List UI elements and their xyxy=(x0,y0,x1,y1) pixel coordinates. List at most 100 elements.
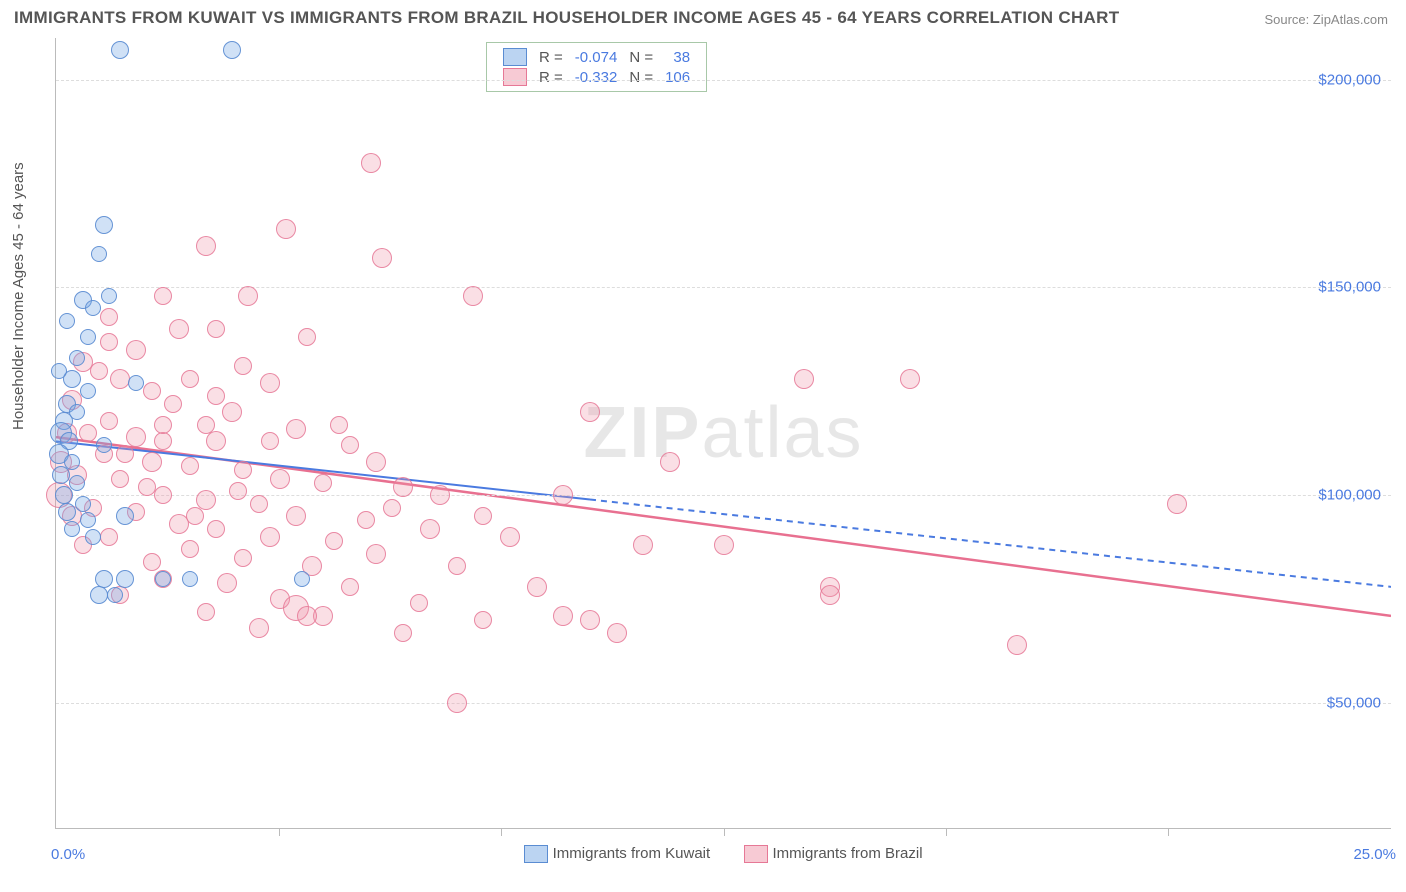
data-point xyxy=(90,362,108,380)
data-point xyxy=(197,603,215,621)
data-point xyxy=(80,329,96,345)
data-point xyxy=(169,319,189,339)
data-point xyxy=(714,535,734,555)
source-label: Source: xyxy=(1264,12,1312,27)
data-point xyxy=(90,586,108,604)
regression-lines xyxy=(56,38,1391,828)
legend-swatch-pink xyxy=(744,845,768,863)
data-point xyxy=(85,300,101,316)
data-point xyxy=(206,431,226,451)
data-point xyxy=(111,470,129,488)
data-point xyxy=(500,527,520,547)
swatch-blue xyxy=(503,48,527,66)
data-point xyxy=(448,557,466,575)
data-point xyxy=(276,219,296,239)
y-axis-label: Householder Income Ages 45 - 64 years xyxy=(10,162,27,430)
n-label-blue: N = xyxy=(623,47,659,67)
data-point xyxy=(91,246,107,262)
data-point xyxy=(126,427,146,447)
gridline xyxy=(56,703,1391,704)
data-point xyxy=(138,478,156,496)
data-point xyxy=(181,370,199,388)
data-point xyxy=(143,553,161,571)
watermark-bold: ZIP xyxy=(583,393,701,473)
data-point xyxy=(64,521,80,537)
data-point xyxy=(186,507,204,525)
data-point xyxy=(181,457,199,475)
data-point xyxy=(325,532,343,550)
data-point xyxy=(52,466,70,484)
data-point xyxy=(420,519,440,539)
data-point xyxy=(51,363,67,379)
source-attribution: Source: ZipAtlas.com xyxy=(1264,12,1388,27)
data-point xyxy=(286,419,306,439)
stats-legend: R = -0.074 N = 38 R = -0.332 N = 106 xyxy=(486,42,707,92)
data-point xyxy=(297,606,317,626)
data-point xyxy=(286,506,306,526)
data-point xyxy=(80,512,96,528)
data-point xyxy=(100,308,118,326)
legend-item-pink: Immigrants from Brazil xyxy=(744,845,922,863)
data-point xyxy=(111,41,129,59)
data-point xyxy=(154,287,172,305)
data-point xyxy=(660,452,680,472)
data-point xyxy=(820,585,840,605)
data-point xyxy=(75,496,91,512)
data-point xyxy=(250,495,268,513)
data-point xyxy=(196,490,216,510)
chart-title: IMMIGRANTS FROM KUWAIT VS IMMIGRANTS FRO… xyxy=(14,8,1119,28)
data-point xyxy=(100,333,118,351)
data-point xyxy=(100,528,118,546)
data-point xyxy=(110,369,130,389)
watermark-light: atlas xyxy=(701,393,863,473)
n-label-pink: N = xyxy=(623,67,659,87)
y-tick-label: $150,000 xyxy=(1318,279,1381,296)
data-point xyxy=(217,573,237,593)
data-point xyxy=(80,383,96,399)
data-point xyxy=(447,693,467,713)
n-value-pink: 106 xyxy=(659,67,696,87)
data-point xyxy=(196,236,216,256)
r-label-pink: R = xyxy=(533,67,569,87)
data-point xyxy=(260,373,280,393)
data-point xyxy=(58,503,76,521)
y-tick-label: $50,000 xyxy=(1327,695,1381,712)
x-tick xyxy=(724,828,725,836)
data-point xyxy=(1167,494,1187,514)
data-point xyxy=(85,529,101,545)
data-point xyxy=(294,571,310,587)
data-point xyxy=(261,432,279,450)
data-point xyxy=(154,416,172,434)
data-point xyxy=(126,340,146,360)
data-point xyxy=(298,328,316,346)
data-point xyxy=(142,452,162,472)
data-point xyxy=(410,594,428,612)
data-point xyxy=(474,507,492,525)
data-point xyxy=(154,432,172,450)
data-point xyxy=(361,153,381,173)
gridline xyxy=(56,287,1391,288)
data-point xyxy=(234,549,252,567)
data-point xyxy=(366,452,386,472)
data-point xyxy=(234,461,252,479)
data-point xyxy=(794,369,814,389)
legend-swatch-blue xyxy=(524,845,548,863)
data-point xyxy=(357,511,375,529)
r-label-blue: R = xyxy=(533,47,569,67)
data-point xyxy=(182,571,198,587)
data-point xyxy=(128,375,144,391)
data-point xyxy=(580,402,600,422)
r-value-blue: -0.074 xyxy=(569,47,624,67)
data-point xyxy=(107,587,123,603)
data-point xyxy=(59,313,75,329)
data-point xyxy=(116,570,134,588)
x-tick xyxy=(501,828,502,836)
data-point xyxy=(238,286,258,306)
swatch-pink xyxy=(503,68,527,86)
data-point xyxy=(95,570,113,588)
data-point xyxy=(372,248,392,268)
data-point xyxy=(55,486,73,504)
data-point xyxy=(260,527,280,547)
data-point xyxy=(900,369,920,389)
data-point xyxy=(69,350,85,366)
